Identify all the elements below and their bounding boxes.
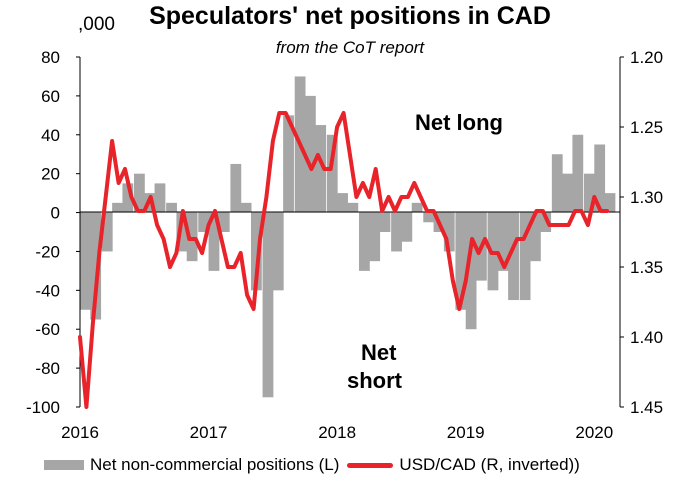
position-bar (166, 202, 177, 213)
position-bar (359, 212, 370, 271)
position-bar (122, 183, 134, 213)
position-bar (347, 202, 359, 213)
position-bar (411, 202, 423, 213)
left-tick-label: 20 (41, 165, 60, 184)
position-bar (262, 212, 274, 398)
position-bar (584, 173, 595, 213)
position-bar (423, 212, 435, 223)
ticks-group: 80 60 40 20 0 -20 -40 -60 -80 -100 1.20 1.25 1.30 1.3… (26, 48, 663, 442)
left-tick-label: -60 (35, 320, 60, 339)
legend-line-label: USD/CAD (R, inverted)) (399, 455, 580, 474)
x-tick-label: 2020 (575, 423, 613, 442)
position-bar (326, 134, 338, 213)
position-bar (208, 212, 220, 271)
position-bar (251, 212, 262, 291)
position-bar (572, 134, 584, 213)
position-bar (594, 144, 606, 213)
right-tick-label: 1.45 (630, 398, 663, 417)
position-bar (379, 212, 391, 232)
chart-title: Speculators' net positions in CAD (149, 2, 551, 30)
position-bar (80, 212, 91, 310)
left-tick-label: 40 (41, 126, 60, 145)
right-tick-label: 1.25 (630, 118, 663, 137)
position-bar (401, 212, 413, 242)
left-tick-label: 80 (41, 48, 60, 67)
legend: Net non-commercial positions (L) USD/CAD… (44, 455, 580, 475)
left-axis-unit: ,000 (78, 14, 115, 35)
position-bar (508, 212, 519, 301)
position-bar (112, 202, 123, 213)
position-bar (391, 212, 402, 252)
position-bar (90, 212, 102, 320)
right-tick-label: 1.40 (630, 328, 663, 347)
annotation-net-short-1: Net (361, 340, 397, 365)
left-tick-label: -80 (35, 359, 60, 378)
position-bar (176, 212, 188, 252)
left-tick-label: -40 (35, 281, 60, 300)
left-tick-label: 0 (51, 204, 60, 223)
position-bar (369, 212, 381, 262)
position-bar (240, 202, 252, 213)
right-tick-label: 1.35 (630, 258, 663, 277)
left-tick-label: -20 (35, 242, 60, 261)
position-bar (101, 212, 113, 252)
position-bar (186, 212, 198, 262)
position-bar (230, 163, 242, 213)
position-bar (562, 173, 573, 213)
annotation-net-long: Net long (415, 110, 503, 135)
position-bar (198, 212, 210, 232)
x-tick-label: 2019 (447, 423, 485, 442)
usdcad-line (78, 111, 610, 409)
position-bar (497, 212, 509, 271)
position-bar (443, 212, 455, 252)
legend-line-swatch (347, 462, 394, 468)
position-bar (530, 212, 541, 262)
position-bar (134, 173, 145, 213)
legend-bar-label: Net non-commercial positions (L) (90, 455, 340, 474)
x-tick-label: 2016 (61, 423, 99, 442)
legend-bar-swatch (44, 460, 84, 470)
right-tick-label: 1.20 (630, 48, 663, 67)
position-bar (283, 115, 294, 213)
x-tick-label: 2017 (190, 423, 228, 442)
position-bar (519, 212, 531, 301)
right-tick-label: 1.30 (630, 188, 663, 207)
position-bar (315, 125, 327, 213)
position-bar (272, 212, 284, 291)
position-bar (305, 95, 316, 213)
position-bar (465, 212, 477, 330)
position-bar (604, 193, 616, 213)
annotation-net-short-2: short (347, 368, 403, 393)
chart-canvas: 80 60 40 20 0 -20 -40 -60 -80 -100 1.20 1.25 1.30 1.3… (26, 48, 663, 442)
left-tick-label: -100 (26, 398, 60, 417)
position-bar (218, 212, 230, 232)
position-bar (337, 193, 348, 213)
x-tick-label: 2018 (318, 423, 356, 442)
position-bar (154, 183, 166, 213)
position-bar (540, 212, 552, 232)
chart-subtitle: from the CoT report (275, 38, 425, 57)
left-tick-label: 60 (41, 87, 60, 106)
bars-group (80, 76, 616, 398)
position-bar (455, 212, 467, 310)
position-bar (551, 154, 563, 213)
